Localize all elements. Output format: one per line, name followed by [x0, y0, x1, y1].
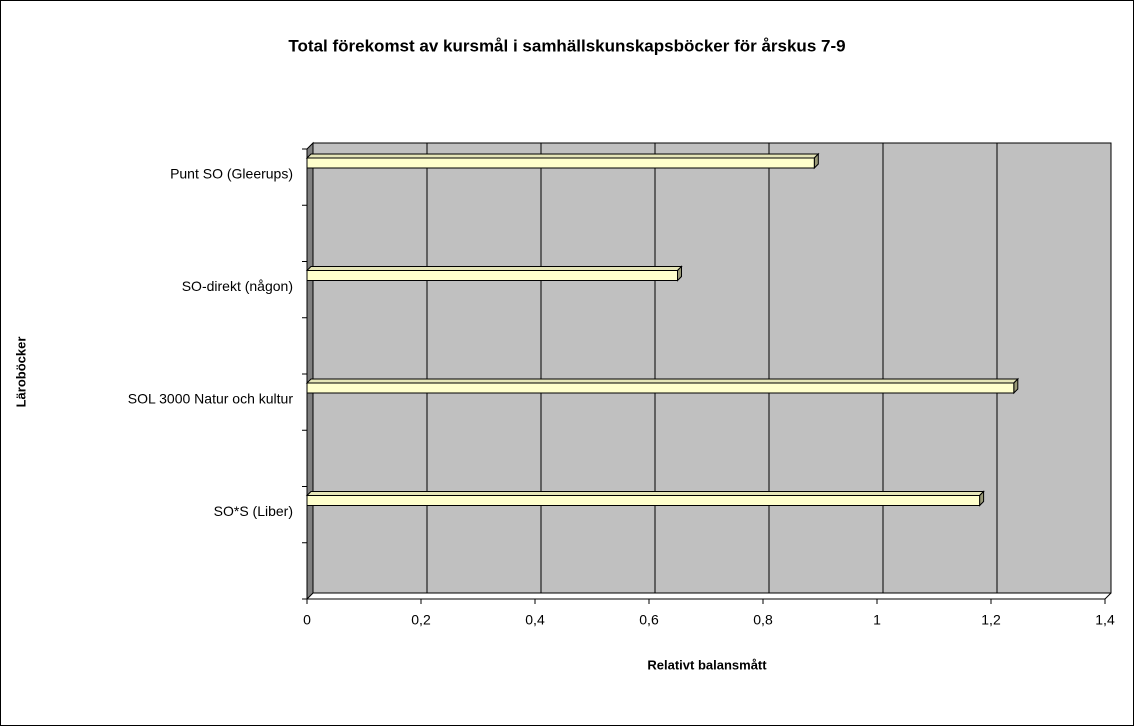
- bar: [306, 270, 678, 281]
- floor-edge: [1104, 592, 1112, 600]
- bar-top: [305, 153, 820, 159]
- y-tick-label: Punt SO (Gleerups): [170, 166, 293, 182]
- x-tick-label: 0,2: [411, 612, 431, 628]
- y-axis-title: Läroböcker: [13, 337, 28, 408]
- bar: [306, 157, 815, 169]
- x-axis-title: Relativt balansmått: [647, 657, 767, 672]
- y-tick-label: SO-direkt (någon): [182, 278, 293, 294]
- bar-top: [305, 378, 1020, 384]
- x-tick-label: 0,6: [639, 612, 659, 628]
- x-tick-label: 1,4: [1095, 612, 1115, 628]
- side-wall: [306, 141, 314, 601]
- bar: [306, 382, 1015, 394]
- x-tick-label: 1: [873, 612, 881, 628]
- y-tick-label: SO*S (Liber): [214, 503, 293, 519]
- x-tick-label: 1,2: [981, 612, 1001, 628]
- bar-top: [305, 266, 683, 271]
- x-tick-label: 0,8: [753, 612, 773, 628]
- back-wall: [312, 142, 1112, 594]
- y-tick-label: SOL 3000 Natur och kultur: [128, 391, 294, 407]
- chart-title: Total förekomst av kursmål i samhällskun…: [288, 36, 845, 55]
- x-tick-label: 0,4: [525, 612, 545, 628]
- x-tick-label: 0: [303, 612, 311, 628]
- bar-top: [305, 491, 985, 496]
- bar: [306, 495, 981, 506]
